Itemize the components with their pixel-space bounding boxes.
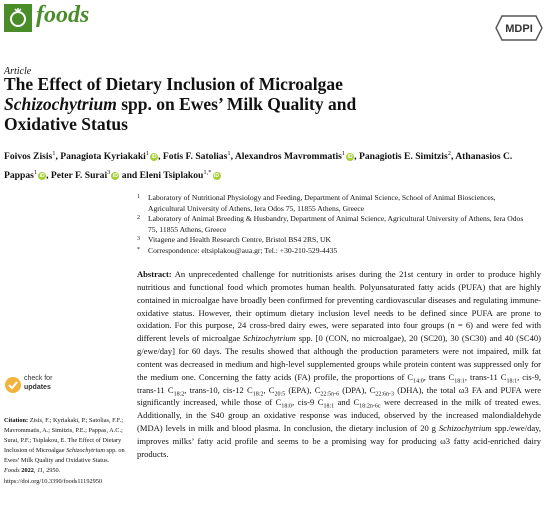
author-affiliation: 3	[107, 169, 111, 177]
text-run: Abstract:	[137, 269, 172, 279]
title: The Effect of Dietary Inclusion of Micro…	[4, 74, 424, 134]
journal-logo	[4, 4, 32, 32]
text-run: spp. on Ewes’ Milk Quality and Oxidative…	[4, 94, 357, 134]
author-affiliation: 1	[52, 150, 56, 157]
text-run: 18:2	[252, 391, 264, 398]
text-run: 18:2n-6c	[359, 404, 381, 411]
author-separator: ,	[450, 151, 456, 163]
affiliation-text: Laboratory of Nutritional Physiology and…	[148, 193, 496, 213]
text-run: 18:2	[173, 391, 185, 398]
text-run: 22:6n-3	[375, 391, 395, 398]
text-run: , C	[263, 384, 275, 395]
journal-name: foods	[36, 2, 90, 28]
affiliation-mark: 1	[137, 194, 140, 200]
author-name: Peter F. Surai	[50, 170, 108, 182]
affiliation: 3 Vitagene and Health Research Centre, Br…	[137, 235, 527, 246]
check-updates[interactable]: check for updates	[24, 375, 52, 392]
article-type: Article	[4, 66, 32, 77]
text-run: 18:1	[323, 404, 335, 411]
text-run: Schizochytrium	[4, 94, 117, 114]
text-run: Zisis, F.; Kyriakaki, P.; Satolias, F.F.…	[4, 417, 124, 455]
author-affiliation: 1	[341, 150, 346, 157]
text-run: (EPA), C	[285, 384, 321, 395]
text-run: 11	[37, 467, 43, 475]
check-updates-icon[interactable]	[4, 374, 74, 400]
text-run: 18:0	[281, 404, 293, 411]
author-affiliation: 1,*	[203, 169, 212, 177]
affiliations: 1 Laboratory of Nutritional Physiology an…	[137, 193, 527, 257]
text-run: were decreased in the milk of treated ew…	[137, 397, 541, 434]
author-name: Athanasios C. Pappas	[4, 151, 513, 182]
author-separator: and	[119, 170, 140, 182]
affiliation-text: Vitagene and Health Research Centre, Bri…	[148, 235, 332, 245]
text-run: , trans-10, cis-12 C	[184, 384, 253, 395]
authors: Foivos Zisis1, Panagiota Kyriakaki1iD, F…	[4, 146, 539, 184]
author-name: Panagiotis E. Simitzis	[358, 151, 448, 163]
text-run: , trans-11 C	[464, 371, 507, 382]
affiliation-text: Laboratory of Animal Breeding & Husbandr…	[148, 214, 524, 234]
author-name: Alexandros Mavrommatis	[234, 151, 342, 163]
text-run: and C	[334, 397, 360, 408]
author-separator: ,	[46, 170, 51, 182]
text-run: , cis-9, trans-11 C	[137, 371, 541, 395]
text-run: spp. [0 (CON, no microalgae), 20 (SC20),…	[137, 333, 541, 382]
author-name: Eleni Tsiplakou	[139, 170, 204, 182]
abstract: Abstract: An unprecedented challenge for…	[137, 268, 541, 461]
affiliation-mark: *	[137, 246, 140, 253]
orcid-icon[interactable]: iD	[111, 172, 120, 181]
author-affiliation: 2	[447, 150, 451, 157]
affiliation-text: Correspondence: eltsiplakou@aua.gr; Tel.…	[148, 245, 338, 255]
text-run: (DHA), the total ω3 FA and PUFA were sig…	[137, 384, 541, 408]
affiliation: 2 Laboratory of Animal Breeding & Husband…	[137, 214, 527, 235]
author-affiliation: 1	[227, 150, 231, 157]
text-run: , trans C	[423, 371, 455, 382]
orcid-icon[interactable]: iD	[150, 153, 159, 162]
text-run: 14:0	[413, 378, 424, 385]
affiliation-mark: 3	[137, 236, 140, 243]
text-run: Foods	[4, 467, 20, 475]
affiliation: 1 Laboratory of Nutritional Physiology an…	[137, 193, 527, 214]
text-run: , 2950. https://doi.org/10.3390/foods111…	[4, 467, 103, 485]
text-run: ,	[33, 467, 38, 475]
text-run: Schizochytrium	[243, 333, 296, 344]
text-run: 2022	[21, 467, 34, 475]
text-run: (DPA), C	[339, 384, 376, 395]
author-separator: ,	[354, 151, 359, 163]
orcid-icon[interactable]: iD	[212, 172, 221, 181]
author-separator: ,	[158, 151, 163, 163]
author-separator: ,	[230, 151, 235, 163]
affiliation-mark: 2	[137, 215, 140, 222]
author-affiliation: 1	[145, 150, 150, 157]
text-run: spp. on Ewes’ Milk Quality and Oxidative…	[4, 447, 125, 465]
author-name: Fotis F. Satolias	[162, 151, 228, 163]
affiliation: * Correspondence: eltsiplakou@aua.gr; Tel…	[137, 246, 527, 257]
publisher-name: MDPI	[505, 23, 533, 35]
text-run: Citation:	[4, 417, 29, 424]
citation: Citation: Zisis, F.; Kyriakaki, P.; Sato…	[4, 416, 126, 487]
text-run: 18:1	[454, 378, 465, 385]
text-run: Schizochytrium	[66, 447, 105, 455]
text-run: 20:5	[274, 391, 286, 398]
text-run: Schizochytrium	[438, 423, 492, 434]
text-run: An unprecedented challenge for nutrition…	[137, 269, 541, 344]
text-run: 18:1	[506, 378, 518, 385]
text-run: , cis-9 C	[292, 397, 324, 408]
badge-line: updates	[24, 383, 51, 391]
orcid-icon[interactable]: iD	[346, 153, 355, 162]
text-run: 22:5n-6	[320, 391, 340, 398]
author-separator: ,	[55, 151, 61, 163]
orcid-icon[interactable]: iD	[38, 172, 47, 181]
author-name: Foivos Zisis	[4, 151, 53, 163]
author-affiliation: 1	[33, 169, 38, 177]
text-run: The Effect of Dietary Inclusion of Micro…	[4, 74, 343, 94]
badge-line: check for	[24, 375, 53, 382]
text-run: spp./ewe/day, improves milks’ fatty acid…	[137, 423, 541, 459]
author-name: Panagiota Kyriakaki	[60, 151, 146, 163]
publisher-logo: MDPI	[495, 15, 543, 41]
